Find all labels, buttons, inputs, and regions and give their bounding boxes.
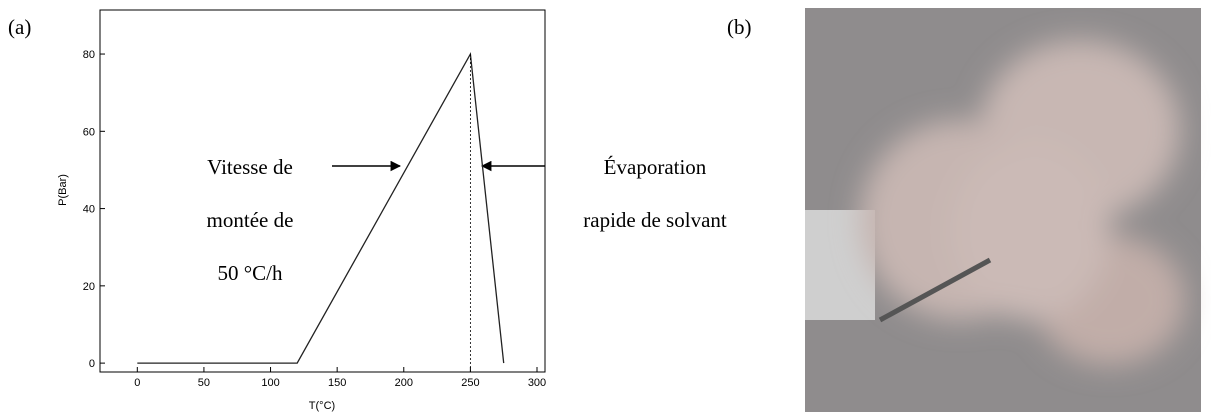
y-tick-label: 0: [89, 358, 95, 370]
x-tick-label: 50: [198, 377, 210, 389]
powder-heap: [950, 140, 1110, 320]
y-axis-label: P(Bar): [57, 174, 69, 206]
x-tick-label: 100: [261, 377, 279, 389]
x-tick-label: 150: [328, 377, 346, 389]
y-tick-label: 20: [83, 281, 95, 293]
powder: [860, 40, 1185, 365]
photo: [805, 8, 1201, 412]
data-line: [137, 51, 505, 364]
panel-label: (a): [8, 15, 31, 39]
annotation: 50 °C/h: [218, 261, 283, 285]
x-axis-label: T(°C): [309, 400, 335, 412]
annotation: Évaporation: [604, 155, 707, 179]
spatula: [878, 257, 992, 323]
x-tick-label: 0: [134, 377, 140, 389]
plot-frame: [99, 9, 546, 373]
x-tick-label: 200: [395, 377, 413, 389]
y-tick-label: 80: [83, 49, 95, 61]
panel-label: (b): [727, 15, 752, 39]
y-tick-label: 40: [83, 204, 95, 216]
x-tick-label: 300: [528, 377, 546, 389]
annotation: Vitesse de: [207, 155, 293, 179]
annotation: rapide de solvant: [583, 208, 727, 232]
x-tick-label: 250: [461, 377, 479, 389]
y-tick-label: 60: [83, 126, 95, 138]
annotation: montée de: [207, 208, 294, 232]
